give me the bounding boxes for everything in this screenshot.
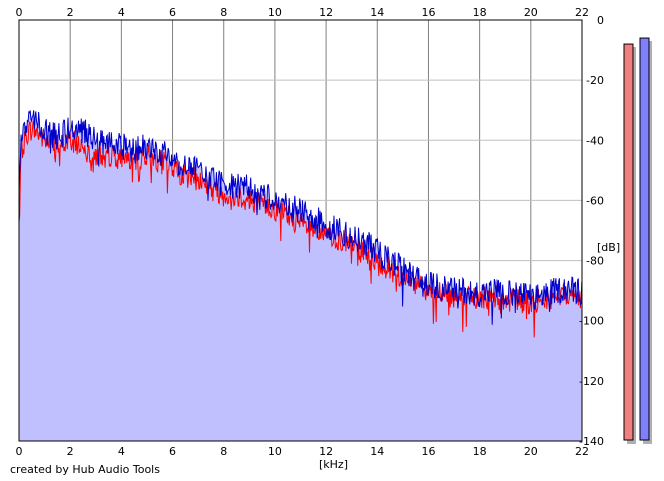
x-tick-label-bottom: 6 bbox=[169, 445, 176, 458]
y-tick-label: -100 bbox=[579, 315, 604, 328]
x-tick-label-bottom: 22 bbox=[575, 445, 589, 458]
x-tick-label-top: 4 bbox=[118, 6, 125, 19]
x-tick-label-top: 16 bbox=[421, 6, 435, 19]
x-tick-label-top: 10 bbox=[268, 6, 282, 19]
x-axis-top: 0 2 4 6 8 10 12 14 16 18 20 22 bbox=[16, 6, 590, 19]
level-meter-bar bbox=[623, 43, 634, 441]
x-tick-label-bottom: 16 bbox=[421, 445, 435, 458]
level-meters bbox=[623, 37, 652, 445]
spectrum-fill bbox=[19, 110, 582, 442]
y-tick-label: -20 bbox=[586, 74, 604, 87]
y-axis-right: 0 -20 -40 -60 -80 -100 -120 -140 bbox=[579, 14, 604, 448]
level-meter-bar bbox=[639, 37, 650, 441]
y-tick-label: -80 bbox=[586, 255, 604, 268]
y-tick-label: -40 bbox=[586, 134, 604, 147]
y-tick-label: 0 bbox=[597, 14, 604, 27]
x-tick-label-bottom: 18 bbox=[473, 445, 487, 458]
spectrum-area bbox=[19, 110, 582, 442]
x-tick-label-bottom: 12 bbox=[319, 445, 333, 458]
x-tick-label-top: 0 bbox=[16, 6, 23, 19]
x-tick-label-bottom: 14 bbox=[370, 445, 384, 458]
x-tick-label-bottom: 4 bbox=[118, 445, 125, 458]
x-tick-label-top: 18 bbox=[473, 6, 487, 19]
x-tick-label-top: 2 bbox=[67, 6, 74, 19]
credit-text: created by Hub Audio Tools bbox=[10, 463, 160, 476]
x-tick-label-bottom: 8 bbox=[220, 445, 227, 458]
x-tick-label-bottom: 0 bbox=[16, 445, 23, 458]
chart-frame bbox=[18, 19, 583, 442]
y-tick-label: -60 bbox=[586, 194, 604, 207]
x-tick-label-top: 6 bbox=[169, 6, 176, 19]
x-tick-label-bottom: 20 bbox=[524, 445, 538, 458]
x-tick-label-bottom: 2 bbox=[67, 445, 74, 458]
y-tick-label: -120 bbox=[579, 375, 604, 388]
x-tick-label-top: 22 bbox=[575, 6, 589, 19]
x-axis-bottom: 0 2 4 6 8 10 12 14 16 18 20 22 bbox=[16, 445, 590, 458]
x-tick-label-bottom: 10 bbox=[268, 445, 282, 458]
x-tick-label-top: 20 bbox=[524, 6, 538, 19]
x-tick-label-top: 14 bbox=[370, 6, 384, 19]
y-tick-label: -140 bbox=[579, 435, 604, 448]
spectrum-series bbox=[18, 110, 583, 338]
series-line-blue bbox=[18, 110, 583, 325]
x-tick-label-top: 12 bbox=[319, 6, 333, 19]
x-tick-label-top: 8 bbox=[220, 6, 227, 19]
x-axis-label: [kHz] bbox=[319, 458, 348, 471]
plot-border bbox=[18, 19, 583, 442]
y-axis-label: [dB] bbox=[597, 241, 620, 254]
